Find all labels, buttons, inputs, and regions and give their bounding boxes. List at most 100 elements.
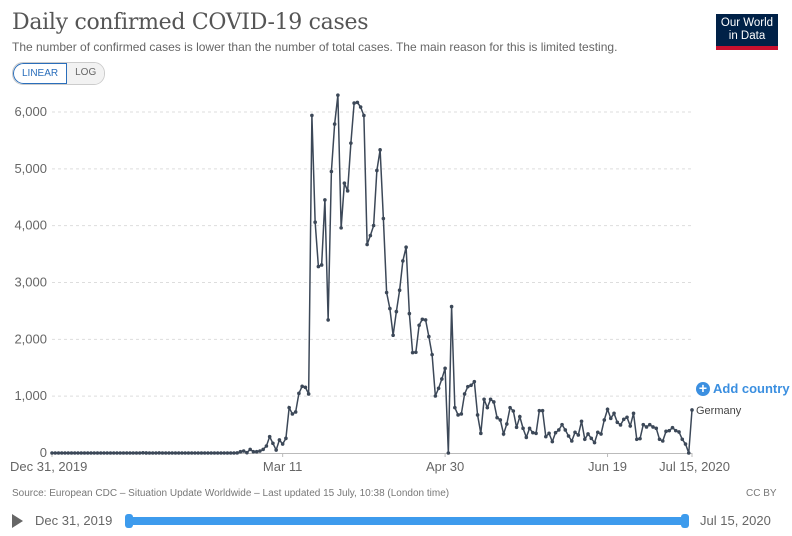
data-point — [485, 405, 490, 410]
series-line-germany — [52, 95, 693, 454]
data-point — [297, 391, 301, 396]
data-point — [505, 422, 509, 426]
data-point — [518, 414, 522, 419]
data-point — [427, 334, 431, 339]
data-point — [225, 451, 230, 455]
data-point — [202, 451, 207, 455]
data-point — [108, 451, 113, 455]
data-point — [264, 444, 269, 448]
data-point — [267, 434, 272, 439]
data-point — [508, 405, 512, 410]
data-point — [69, 451, 74, 455]
data-point — [209, 451, 213, 455]
data-point — [553, 430, 558, 435]
series-label: Germany — [696, 405, 742, 417]
data-point — [368, 233, 373, 238]
data-point — [212, 451, 217, 455]
data-point — [345, 189, 350, 193]
data-point — [647, 422, 652, 427]
data-point — [316, 264, 321, 269]
y-tick-label: 1,000 — [14, 388, 47, 403]
play-icon[interactable] — [12, 514, 23, 528]
data-point — [56, 451, 61, 455]
data-point — [563, 428, 568, 432]
data-point — [235, 451, 239, 455]
data-point — [365, 242, 369, 247]
timeline-slider[interactable] — [125, 514, 689, 528]
data-point — [63, 451, 67, 455]
data-point — [498, 418, 503, 422]
data-point — [245, 450, 249, 455]
data-point — [670, 425, 675, 430]
timeline-start-handle[interactable] — [125, 514, 133, 528]
data-point — [258, 449, 262, 453]
data-point — [602, 418, 607, 422]
logo-text: Our World in Data — [720, 17, 774, 42]
add-country-button[interactable]: + Add country — [696, 381, 790, 396]
data-point — [186, 451, 191, 455]
license-link[interactable]: CC BY — [746, 488, 777, 499]
data-point — [566, 434, 571, 438]
timeline-end-handle[interactable] — [681, 514, 689, 528]
data-point — [664, 429, 668, 434]
data-point — [238, 449, 243, 454]
data-point — [355, 100, 360, 105]
data-point — [459, 412, 464, 416]
data-point — [219, 451, 223, 455]
data-point — [157, 451, 162, 455]
data-point — [631, 411, 636, 416]
plus-circle-icon: + — [696, 381, 710, 396]
data-point — [378, 148, 382, 152]
linear-scale-button[interactable]: LINEAR — [13, 63, 68, 84]
data-point — [527, 426, 532, 431]
data-point — [680, 437, 685, 442]
data-point — [595, 430, 600, 435]
x-tick-label: Jun 19 — [588, 459, 627, 474]
add-country-label: Add country — [713, 381, 790, 396]
data-point — [456, 413, 460, 417]
data-point — [173, 451, 178, 455]
data-point — [466, 384, 470, 389]
data-point — [332, 122, 337, 126]
data-point — [654, 426, 659, 431]
data-point — [407, 311, 412, 316]
data-point — [293, 410, 298, 414]
data-point — [384, 290, 389, 295]
x-tick-label: Jul 15, 2020 — [659, 459, 730, 474]
data-point — [115, 451, 119, 455]
data-point — [280, 442, 285, 446]
data-point — [521, 426, 525, 431]
source-note[interactable]: Source: European CDC – Situation Update … — [12, 488, 450, 499]
data-point — [89, 451, 93, 455]
data-point — [394, 309, 399, 314]
data-point — [196, 451, 200, 455]
data-point — [417, 323, 421, 328]
data-point — [303, 385, 308, 390]
log-scale-button[interactable]: LOG — [67, 63, 105, 84]
data-point — [371, 223, 376, 228]
y-tick-label: 4,000 — [14, 218, 47, 233]
data-point — [592, 440, 597, 445]
data-point — [573, 430, 577, 435]
data-point — [349, 141, 353, 145]
data-point — [453, 405, 457, 410]
owid-logo[interactable]: Our World in Data — [716, 14, 778, 50]
data-point — [657, 437, 662, 442]
data-point — [673, 428, 678, 433]
data-point — [625, 415, 629, 420]
x-tick-label: Apr 30 — [426, 459, 464, 474]
data-point — [284, 436, 288, 441]
data-point — [66, 451, 71, 455]
timeline-start-label: Dec 31, 2019 — [35, 513, 113, 528]
data-point — [193, 451, 197, 455]
data-point — [524, 435, 529, 440]
data-point — [667, 428, 672, 433]
timeline-end-label: Jul 15, 2020 — [700, 513, 771, 528]
data-point — [85, 451, 90, 455]
data-point — [124, 451, 129, 455]
data-point — [618, 423, 623, 427]
data-point — [579, 419, 584, 424]
data-point — [550, 439, 555, 444]
data-point — [102, 451, 106, 455]
data-point — [150, 451, 155, 455]
